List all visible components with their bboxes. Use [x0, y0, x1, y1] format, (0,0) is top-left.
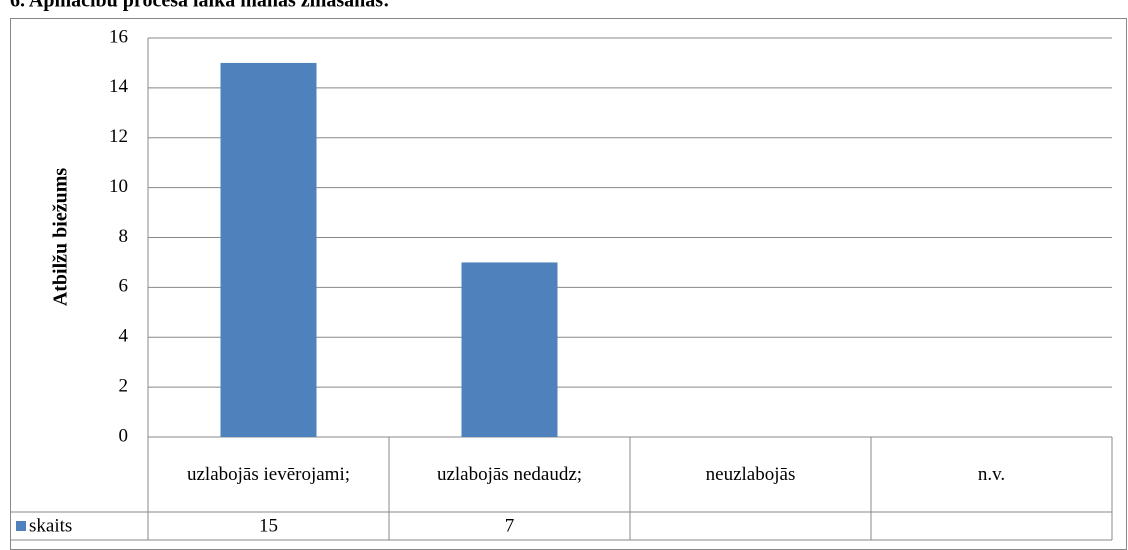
legend-label: skaits	[29, 515, 72, 536]
x-tick-label-box: uzlabojās nedaudz;	[436, 463, 583, 485]
x-tick-label: uzlabojās nedaudz;	[436, 463, 583, 485]
data-table-value: 7	[505, 515, 515, 536]
data-table-value: 15	[259, 515, 278, 536]
bar	[220, 62, 317, 437]
x-tick-label: n.v.	[977, 463, 1006, 485]
y-tick-label: 16	[109, 26, 128, 47]
x-tick-label-box: uzlabojās ievērojami;	[186, 463, 351, 485]
y-axis-label: Atbilžu biežums	[50, 168, 72, 307]
chart-title: 6. Apmācību procesa laikā manas zināšana…	[10, 0, 390, 12]
y-tick-label: 10	[109, 176, 128, 197]
legend-swatch	[16, 521, 26, 531]
x-tick-label: neuzlabojās	[705, 463, 796, 485]
y-tick-label: 2	[119, 375, 129, 396]
x-tick-label-box: n.v.	[977, 463, 1006, 485]
y-tick-label: 0	[119, 425, 129, 446]
y-tick-label: 6	[119, 276, 129, 297]
y-tick-label: 4	[119, 326, 129, 347]
x-tick-label: uzlabojās ievērojami;	[186, 463, 351, 485]
y-tick-label: 12	[109, 126, 128, 147]
y-tick-label: 14	[109, 76, 129, 97]
bar	[461, 262, 558, 437]
y-tick-label: 8	[119, 226, 129, 247]
x-tick-label-box: neuzlabojās	[705, 463, 796, 485]
